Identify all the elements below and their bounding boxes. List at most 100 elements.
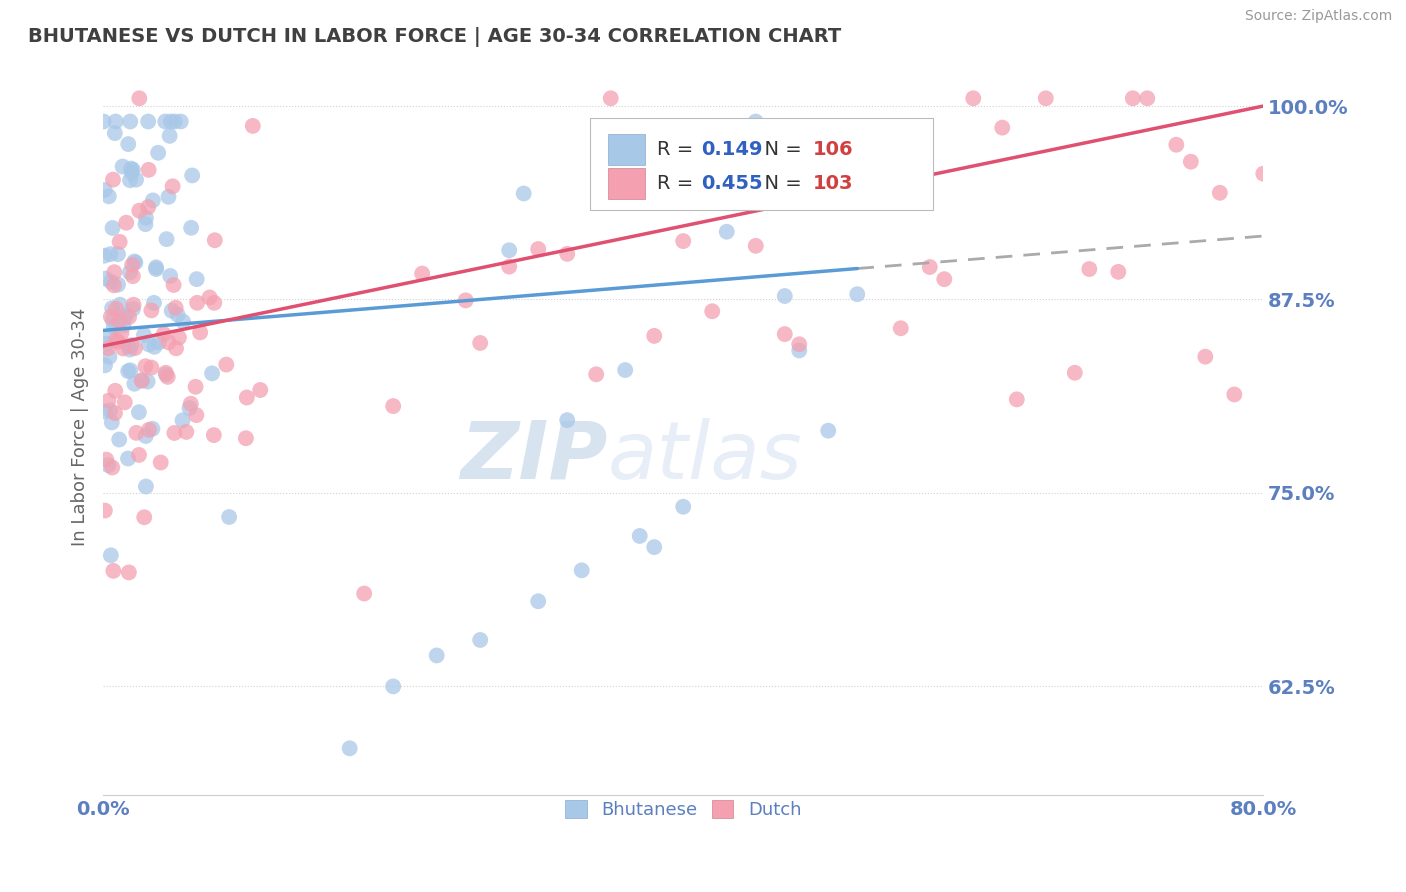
Text: 0.149: 0.149: [700, 140, 762, 159]
Point: [176, 425, 198, 439]
Point: [118, 265, 141, 279]
Point: [107, 277, 129, 292]
Point: [141, 422, 163, 436]
Point: [120, 161, 142, 176]
Point: [122, 301, 145, 316]
Point: [773, 289, 796, 303]
Point: [201, 367, 224, 381]
Point: [97, 341, 120, 355]
Point: [115, 216, 138, 230]
Point: [198, 290, 221, 304]
Point: [860, 136, 883, 151]
Point: [111, 342, 134, 356]
Point: [1078, 262, 1101, 277]
Text: ZIP: ZIP: [460, 417, 607, 496]
Point: [249, 383, 271, 397]
Point: [426, 648, 449, 663]
Point: [155, 232, 177, 246]
Point: [135, 429, 157, 443]
Point: [643, 540, 665, 554]
Point: [1223, 387, 1246, 401]
Point: [846, 287, 869, 301]
Point: [136, 375, 159, 389]
Point: [555, 247, 578, 261]
Point: [470, 632, 492, 647]
Point: [382, 680, 405, 694]
Point: [98, 247, 121, 261]
Point: [135, 211, 157, 225]
Point: [108, 314, 131, 328]
Text: R =: R =: [657, 174, 699, 194]
Point: [716, 164, 738, 178]
Point: [160, 303, 183, 318]
Point: [135, 479, 157, 493]
Point: [103, 265, 125, 279]
Point: [120, 114, 142, 128]
Point: [93, 249, 115, 263]
Point: [96, 336, 118, 351]
Point: [411, 267, 433, 281]
Point: [124, 376, 146, 391]
Point: [128, 405, 150, 419]
Point: [105, 301, 128, 316]
Point: [103, 278, 125, 293]
Text: 0.455: 0.455: [700, 174, 762, 194]
Point: [124, 255, 146, 269]
Point: [918, 260, 941, 274]
Point: [111, 160, 134, 174]
Point: [100, 328, 122, 343]
Point: [146, 145, 169, 160]
Point: [101, 460, 124, 475]
Point: [628, 529, 651, 543]
Point: [166, 308, 188, 322]
Point: [890, 321, 912, 335]
Point: [143, 296, 166, 310]
Point: [382, 399, 405, 413]
Point: [672, 500, 695, 514]
Point: [339, 741, 361, 756]
Point: [202, 295, 225, 310]
Point: [125, 172, 148, 186]
Point: [353, 586, 375, 600]
Point: [186, 295, 208, 310]
Point: [136, 114, 159, 128]
Point: [155, 368, 177, 382]
Point: [1253, 167, 1275, 181]
Point: [167, 330, 190, 344]
Point: [124, 254, 146, 268]
Point: [152, 327, 174, 342]
Point: [155, 114, 177, 128]
Point: [107, 247, 129, 261]
Text: 103: 103: [813, 174, 853, 194]
Point: [188, 326, 211, 340]
Point: [104, 126, 127, 140]
FancyBboxPatch shape: [607, 169, 645, 199]
Point: [745, 239, 768, 253]
Point: [121, 166, 143, 180]
Point: [120, 363, 142, 377]
Point: [159, 114, 181, 128]
Point: [128, 203, 150, 218]
Point: [94, 271, 117, 285]
Point: [159, 268, 181, 283]
Point: [1063, 366, 1085, 380]
Point: [121, 269, 143, 284]
Point: [138, 162, 160, 177]
Point: [97, 458, 120, 472]
Point: [98, 403, 121, 417]
Point: [157, 335, 180, 350]
Legend: Bhutanese, Dutch: Bhutanese, Dutch: [558, 792, 808, 826]
Text: R =: R =: [657, 140, 699, 159]
Point: [101, 172, 124, 186]
Point: [97, 189, 120, 203]
Point: [773, 327, 796, 342]
Point: [121, 162, 143, 177]
Point: [108, 433, 131, 447]
Point: [235, 431, 257, 445]
Point: [242, 119, 264, 133]
Point: [101, 416, 124, 430]
Point: [186, 408, 208, 422]
Point: [202, 428, 225, 442]
Point: [162, 277, 184, 292]
Point: [179, 401, 201, 415]
